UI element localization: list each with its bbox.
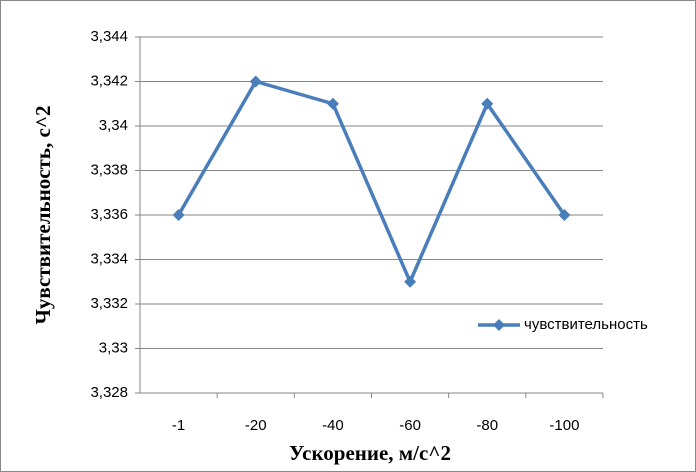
data-marker: [558, 209, 571, 221]
y-tick-label: 3,334: [90, 250, 128, 267]
x-tick-label: -20: [245, 417, 267, 434]
data-marker: [249, 75, 262, 88]
data-marker: [404, 275, 417, 288]
y-tick-label: 3,332: [90, 295, 128, 312]
y-tick-label: 3,34: [99, 117, 128, 134]
legend-label: чувствительность: [524, 316, 648, 333]
y-tick-label: 3,336: [90, 206, 128, 223]
legend-marker: [493, 319, 505, 331]
y-tick-label: 3,342: [90, 72, 128, 89]
y-axis-title: Чувствительность, с^2: [31, 106, 55, 325]
data-line: [177, 79, 566, 284]
data-marker: [481, 97, 494, 110]
x-tick-label: -1: [172, 417, 185, 434]
x-tick-label: -60: [399, 417, 421, 434]
data-marker: [172, 209, 185, 221]
x-axis-title: Ускорение, м/с^2: [289, 441, 451, 465]
x-tick-label: -80: [476, 417, 498, 434]
data-marker: [326, 97, 339, 110]
y-tick-label: 3,338: [90, 161, 128, 178]
x-tick-label: -100: [549, 417, 579, 434]
x-tick-label: -40: [322, 417, 344, 434]
y-tick-label: 3,328: [90, 384, 128, 401]
y-tick-label: 3,33: [99, 339, 128, 356]
y-tick-label: 3,344: [90, 28, 128, 45]
